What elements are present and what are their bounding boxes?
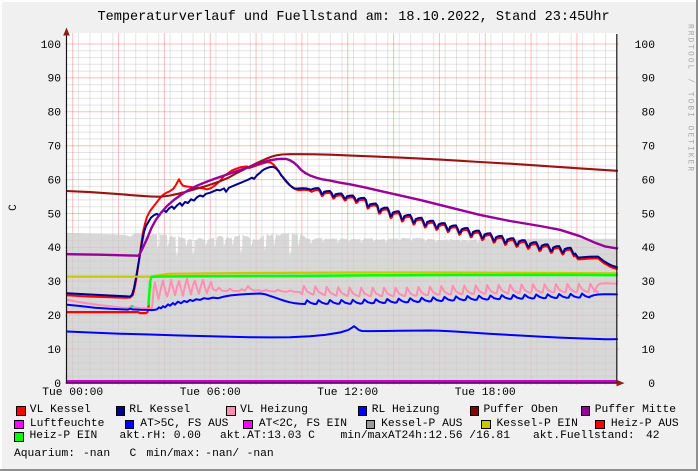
svg-text:40: 40 <box>47 243 61 255</box>
svg-text:Tue 12:00: Tue 12:00 <box>317 387 378 399</box>
svg-text:60: 60 <box>47 175 61 187</box>
svg-text:30: 30 <box>641 277 655 289</box>
svg-text:10: 10 <box>641 345 655 357</box>
svg-text:80: 80 <box>641 108 655 120</box>
svg-text:90: 90 <box>641 74 655 86</box>
svg-text:20: 20 <box>641 311 655 323</box>
svg-text:70: 70 <box>47 142 61 154</box>
svg-text:90: 90 <box>47 74 61 86</box>
svg-text:Temperaturverlauf und Fuellsta: Temperaturverlauf und Fuellstand am: 18.… <box>98 10 610 25</box>
svg-text:0: 0 <box>648 379 655 391</box>
svg-text:100: 100 <box>635 40 656 52</box>
svg-text:30: 30 <box>47 277 61 289</box>
svg-text:80: 80 <box>47 108 61 120</box>
svg-text:50: 50 <box>47 209 61 221</box>
svg-text:100: 100 <box>41 40 62 52</box>
svg-text:C: C <box>8 204 20 211</box>
svg-text:RRDTOOL / TOBI OETIKER: RRDTOOL / TOBI OETIKER <box>686 24 694 173</box>
svg-text:10: 10 <box>47 345 61 357</box>
svg-text:Tue 18:00: Tue 18:00 <box>455 387 516 399</box>
svg-text:70: 70 <box>641 142 655 154</box>
svg-text:50: 50 <box>641 209 655 221</box>
svg-text:0: 0 <box>54 379 61 391</box>
svg-text:Tue 00:00: Tue 00:00 <box>42 387 103 399</box>
svg-text:20: 20 <box>47 311 61 323</box>
svg-text:Tue 06:00: Tue 06:00 <box>180 387 241 399</box>
svg-text:60: 60 <box>641 175 655 187</box>
svg-text:40: 40 <box>641 243 655 255</box>
